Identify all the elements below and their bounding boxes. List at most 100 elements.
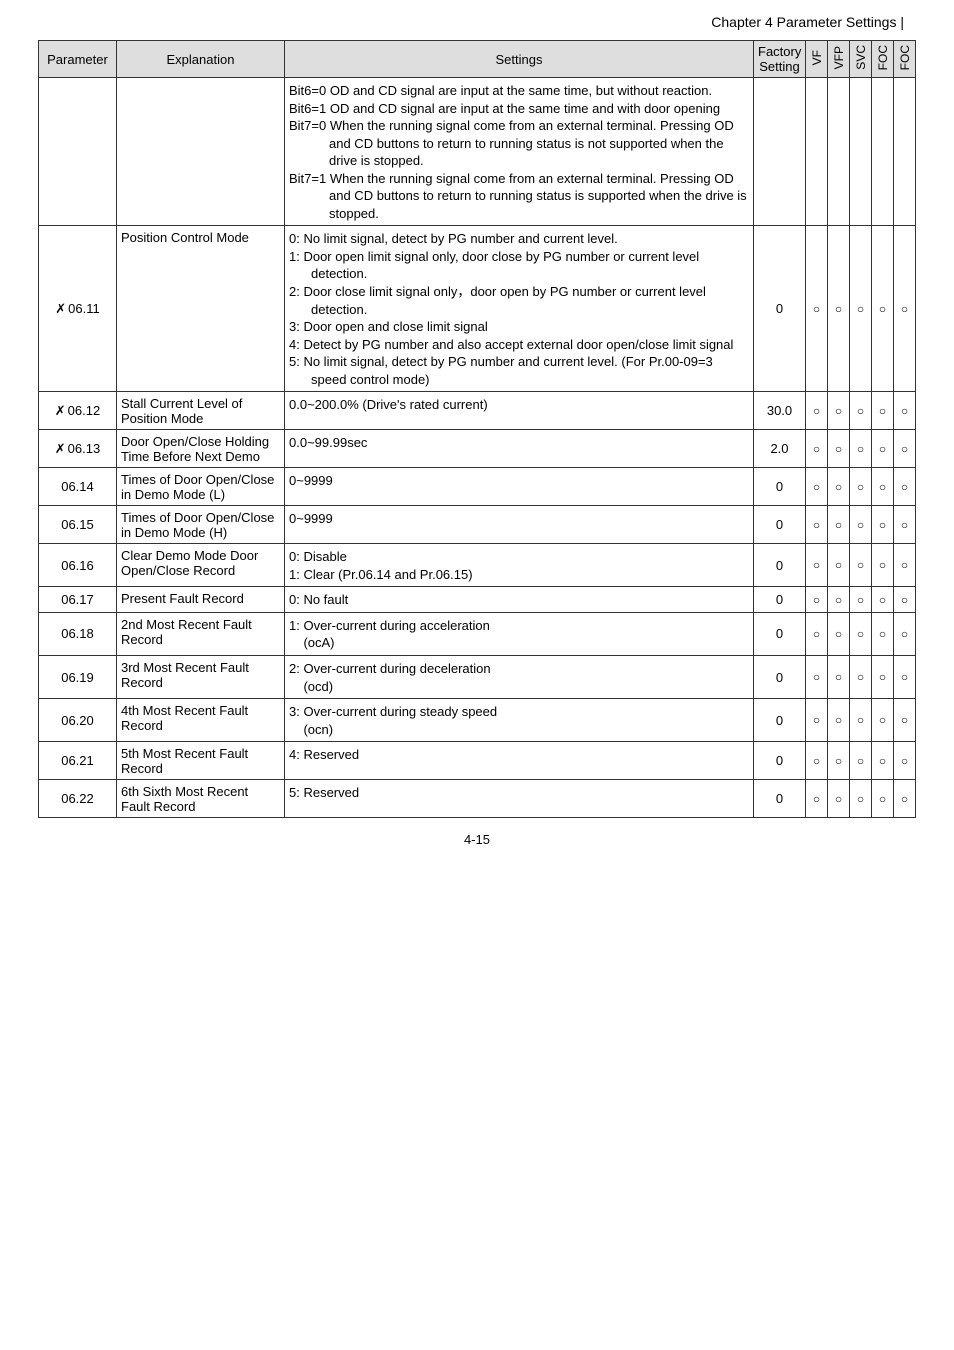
flag-cell: ○ (806, 742, 828, 780)
param-cell (39, 78, 117, 226)
flag-cell: ○ (872, 506, 894, 544)
col-parameter: Parameter (39, 41, 117, 78)
col-flag-vf: VF (806, 41, 828, 78)
flag-cell: ○ (828, 392, 850, 430)
flag-cell: ○ (850, 544, 872, 587)
param-cell: ✗06.11 (39, 226, 117, 392)
flag-cell: ○ (850, 226, 872, 392)
settings-cell: 0~9999 (285, 468, 754, 506)
param-cell: 06.17 (39, 587, 117, 613)
explain-cell (117, 78, 285, 226)
table-row: 06.21 5th Most Recent Fault Record 4: Re… (39, 742, 916, 780)
flag-cell: ○ (850, 468, 872, 506)
flag-cell: ○ (806, 780, 828, 818)
flag-cell: ○ (850, 612, 872, 655)
factory-cell: 0 (754, 612, 806, 655)
param-cell: 06.16 (39, 544, 117, 587)
flag-cell: ○ (828, 430, 850, 468)
settings-cell: Bit6=0 OD and CD signal are input at the… (285, 78, 754, 226)
settings-cell: 5: Reserved (285, 780, 754, 818)
flag-cell: ○ (806, 699, 828, 742)
page-header: Chapter 4 Parameter Settings | (0, 0, 954, 40)
flag-cell: ○ (806, 587, 828, 613)
settings-cell: 0: Disable 1: Clear (Pr.06.14 and Pr.06.… (285, 544, 754, 587)
table-row: 06.17 Present Fault Record 0: No fault 0… (39, 587, 916, 613)
flag-cell: ○ (850, 780, 872, 818)
flag-cell: ○ (894, 226, 916, 392)
flag-cell: ○ (894, 468, 916, 506)
explain-cell: Stall Current Level of Position Mode (117, 392, 285, 430)
flag-cell: ○ (828, 226, 850, 392)
flag-cell: ○ (894, 506, 916, 544)
factory-cell: 2.0 (754, 430, 806, 468)
factory-cell: 0 (754, 226, 806, 392)
flag-cell: ○ (806, 468, 828, 506)
col-settings: Settings (285, 41, 754, 78)
factory-cell: 0 (754, 699, 806, 742)
col-flag-foc2: FOC (894, 41, 916, 78)
settings-cell: 0.0~99.99sec (285, 430, 754, 468)
flag-cell (850, 78, 872, 226)
flag-cell: ○ (872, 392, 894, 430)
flag-cell: ○ (806, 392, 828, 430)
explain-cell: Present Fault Record (117, 587, 285, 613)
flag-cell: ○ (850, 699, 872, 742)
settings-cell: 0: No fault (285, 587, 754, 613)
table-row: 06.20 4th Most Recent Fault Record 3: Ov… (39, 699, 916, 742)
flag-cell: ○ (894, 656, 916, 699)
flag-cell: ○ (828, 468, 850, 506)
settings-cell: 2: Over-current during deceleration (ocd… (285, 656, 754, 699)
flag-cell: ○ (872, 544, 894, 587)
flag-cell: ○ (828, 780, 850, 818)
settings-cell: 4: Reserved (285, 742, 754, 780)
explain-cell: Times of Door Open/Close in Demo Mode (L… (117, 468, 285, 506)
flag-cell: ○ (828, 612, 850, 655)
flag-cell: ○ (850, 506, 872, 544)
param-cell: 06.19 (39, 656, 117, 699)
flag-cell: ○ (828, 587, 850, 613)
table-header-row: Parameter Explanation Settings Factory S… (39, 41, 916, 78)
factory-cell: 0 (754, 544, 806, 587)
flag-cell: ○ (894, 780, 916, 818)
flag-cell: ○ (828, 506, 850, 544)
flag-cell: ○ (894, 587, 916, 613)
param-cell: 06.18 (39, 612, 117, 655)
col-flag-vfp: VFP (828, 41, 850, 78)
flag-cell: ○ (872, 656, 894, 699)
flag-cell: ○ (894, 612, 916, 655)
table-row: 06.18 2nd Most Recent Fault Record 1: Ov… (39, 612, 916, 655)
flag-cell: ○ (872, 742, 894, 780)
parameter-table-wrap: Parameter Explanation Settings Factory S… (0, 40, 954, 818)
flag-cell: ○ (828, 656, 850, 699)
flag-cell: ○ (894, 699, 916, 742)
flag-cell (828, 78, 850, 226)
explain-cell: Door Open/Close Holding Time Before Next… (117, 430, 285, 468)
flag-cell: ○ (894, 742, 916, 780)
flag-cell: ○ (872, 430, 894, 468)
table-row: 06.14 Times of Door Open/Close in Demo M… (39, 468, 916, 506)
flag-cell: ○ (872, 226, 894, 392)
explain-cell: Times of Door Open/Close in Demo Mode (H… (117, 506, 285, 544)
factory-cell: 0 (754, 656, 806, 699)
col-flag-svc: SVC (850, 41, 872, 78)
param-cell: 06.15 (39, 506, 117, 544)
table-row: ✗06.12 Stall Current Level of Position M… (39, 392, 916, 430)
param-cell: ✗06.12 (39, 392, 117, 430)
pencil-icon: ✗ (55, 441, 68, 457)
flag-cell: ○ (850, 656, 872, 699)
factory-cell: 0 (754, 506, 806, 544)
col-flag-foc1: FOC (872, 41, 894, 78)
settings-cell: 3: Over-current during steady speed (ocn… (285, 699, 754, 742)
param-cell: 06.22 (39, 780, 117, 818)
param-cell: 06.21 (39, 742, 117, 780)
explain-cell: Position Control Mode (117, 226, 285, 392)
flag-cell: ○ (806, 506, 828, 544)
settings-cell: 0: No limit signal, detect by PG number … (285, 226, 754, 392)
flag-cell: ○ (872, 699, 894, 742)
col-factory: Factory Setting (754, 41, 806, 78)
explain-cell: 4th Most Recent Fault Record (117, 699, 285, 742)
flag-cell: ○ (806, 544, 828, 587)
flag-cell: ○ (828, 544, 850, 587)
explain-cell: 2nd Most Recent Fault Record (117, 612, 285, 655)
col-explanation: Explanation (117, 41, 285, 78)
